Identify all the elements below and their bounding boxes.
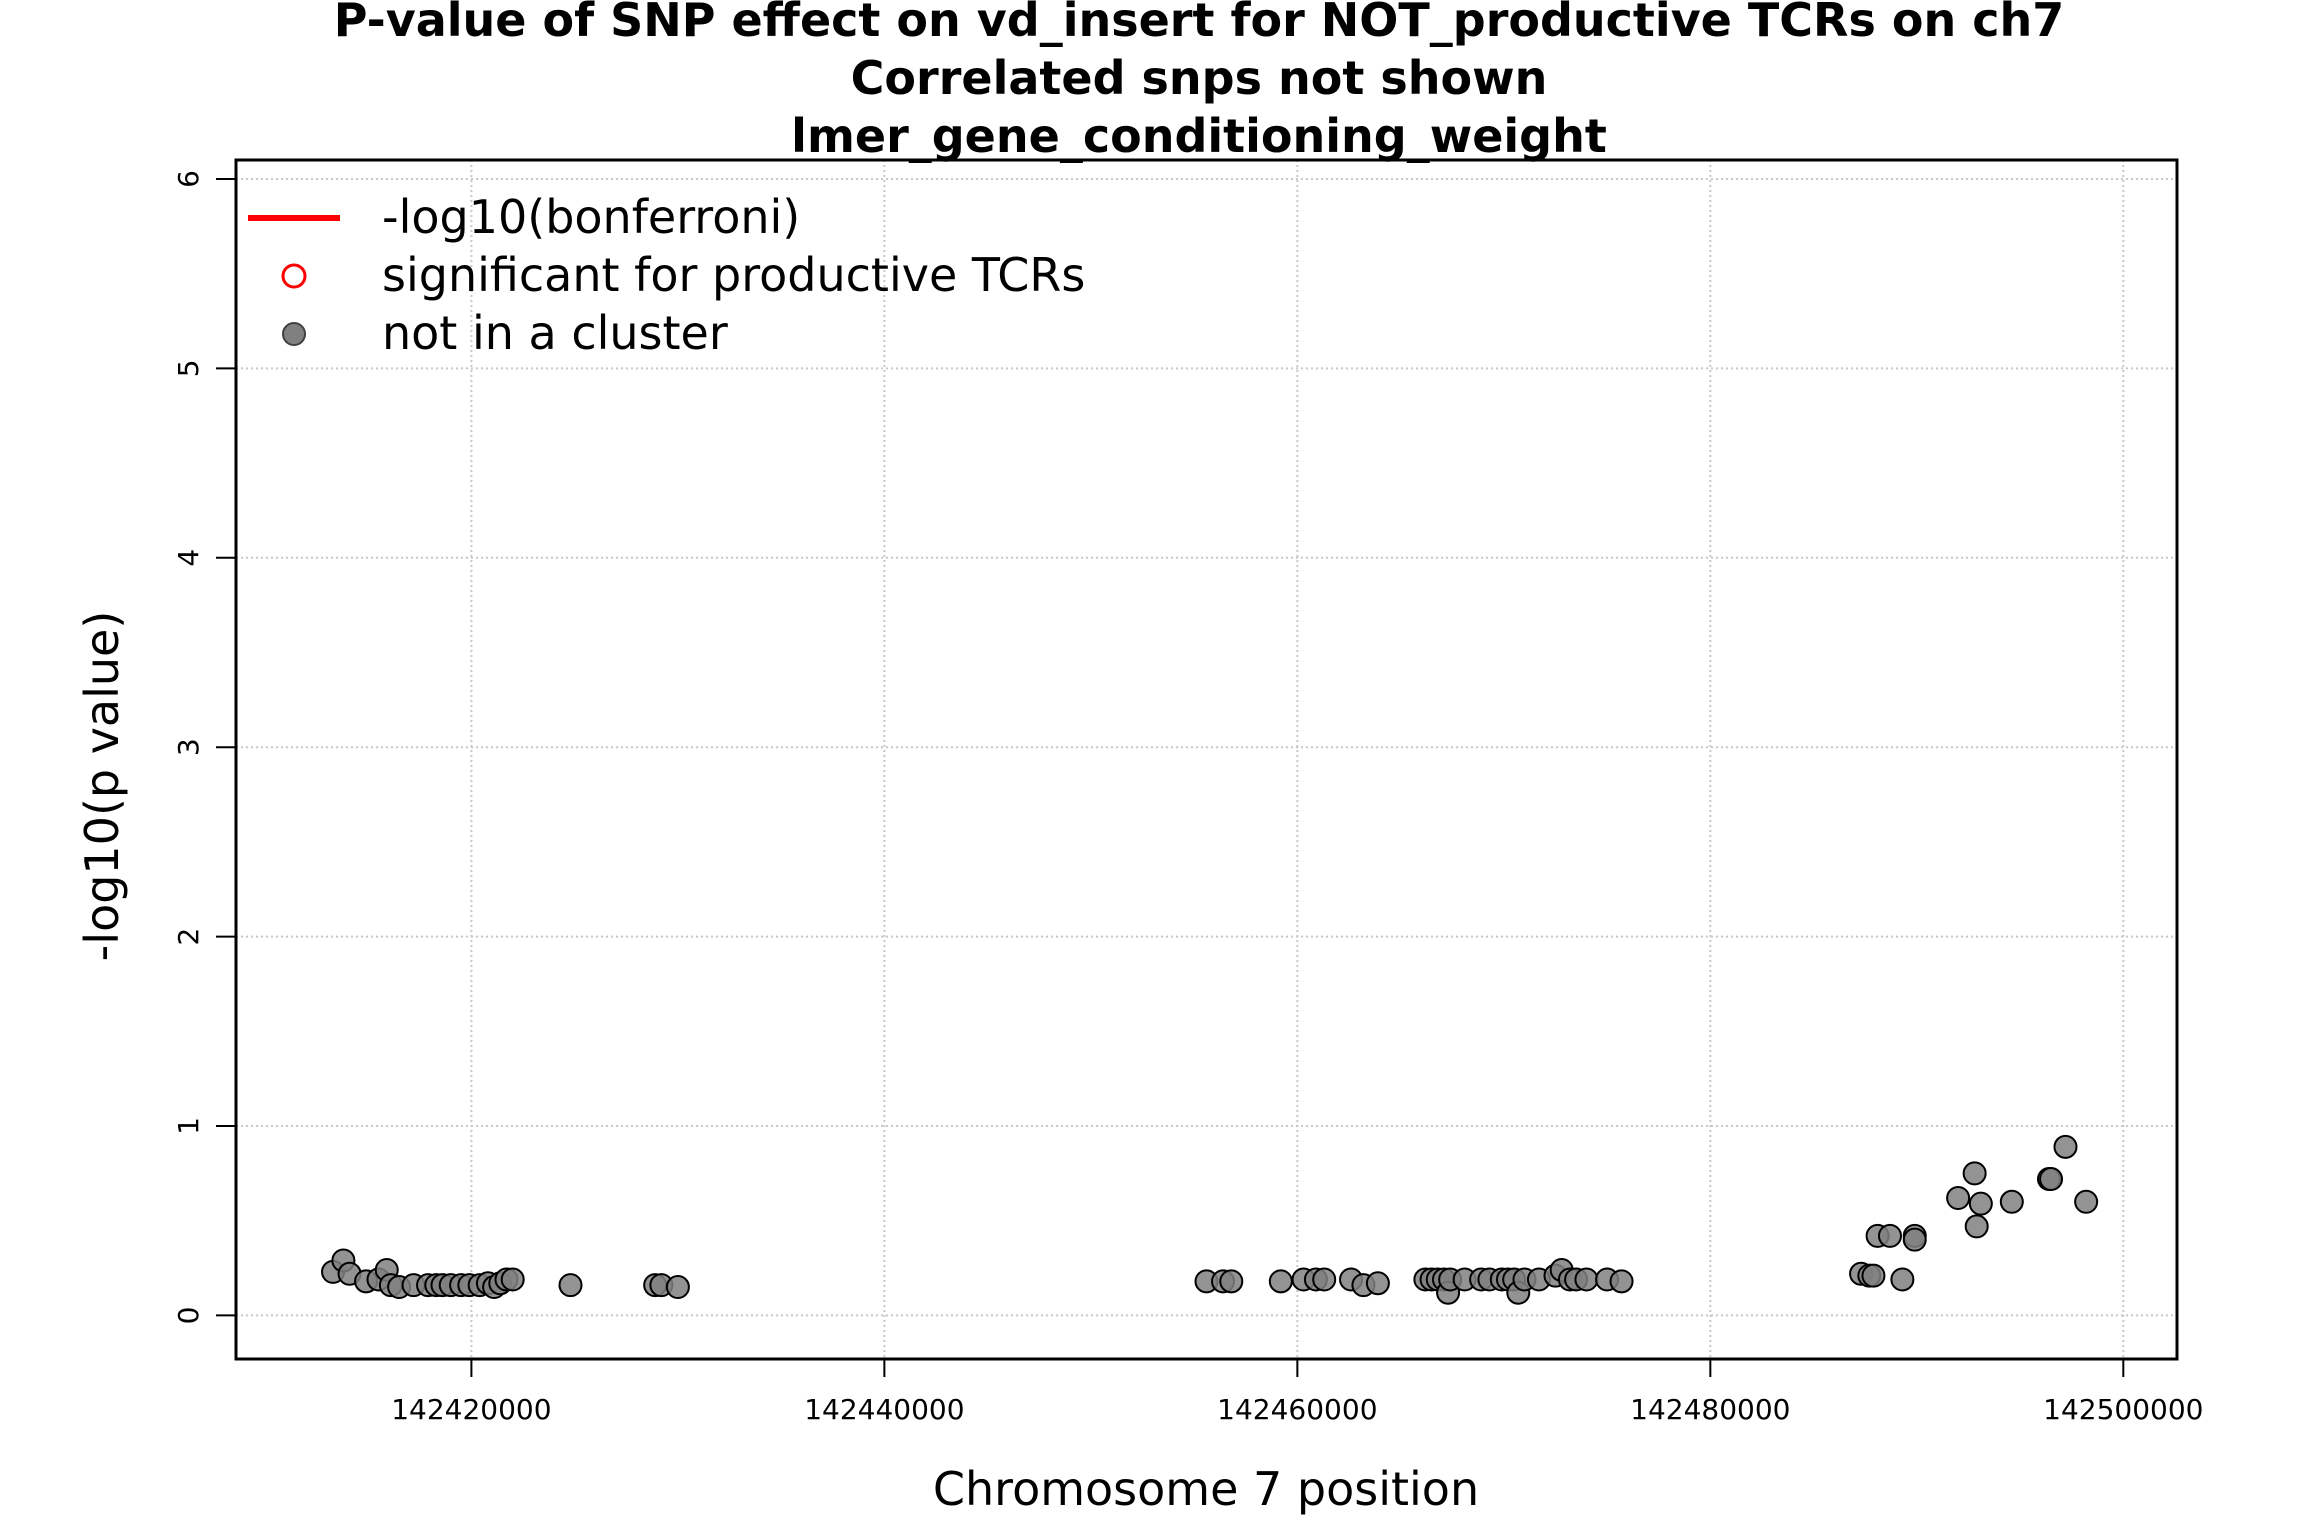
data-point bbox=[1312, 1267, 1337, 1292]
legend: -log10(bonferroni) significant for produ… bbox=[248, 190, 1085, 360]
x-axis: 142420000 142440000 142460000 142480000 1425… bbox=[391, 1359, 2203, 1426]
y-tick-label: 2 bbox=[172, 928, 205, 946]
legend-filled-circle-marker bbox=[282, 322, 306, 346]
data-points bbox=[321, 1134, 2099, 1305]
data-point bbox=[1968, 1191, 1993, 1216]
grid bbox=[236, 160, 2177, 1359]
data-point bbox=[2074, 1189, 2099, 1214]
x-tick-label: 142480000 bbox=[1630, 1393, 1790, 1426]
x-axis-label: Chromosome 7 position bbox=[933, 1462, 1479, 1516]
data-point bbox=[558, 1273, 583, 1298]
x-tick-label: 142500000 bbox=[2043, 1393, 2203, 1426]
data-point bbox=[1365, 1271, 1390, 1296]
x-tick-label: 142420000 bbox=[391, 1393, 551, 1426]
y-tick-label: 5 bbox=[172, 359, 205, 377]
chart-title-line-3: lmer_gene_conditioning_weight bbox=[791, 109, 1607, 163]
legend-open-circle-marker bbox=[281, 263, 307, 289]
data-point bbox=[1268, 1269, 1293, 1294]
chart-title-line-1: P-value of SNP effect on vd_insert for N… bbox=[334, 0, 2064, 47]
y-tick-label: 6 bbox=[172, 170, 205, 188]
data-point bbox=[1962, 1161, 1987, 1186]
y-tick-label: 0 bbox=[172, 1307, 205, 1325]
data-point bbox=[1902, 1227, 1927, 1252]
data-point bbox=[1946, 1185, 1971, 1210]
data-point bbox=[2053, 1134, 2078, 1159]
chart-title-line-2: Correlated snps not shown bbox=[851, 51, 1548, 105]
data-point bbox=[1890, 1267, 1915, 1292]
legend-label-bonferroni: -log10(bonferroni) bbox=[382, 190, 800, 244]
x-tick-label: 142460000 bbox=[1217, 1393, 1377, 1426]
legend-label-significant: significant for productive TCRs bbox=[382, 248, 1085, 302]
y-tick-label: 4 bbox=[172, 549, 205, 567]
data-point bbox=[1999, 1189, 2024, 1214]
data-point bbox=[1219, 1269, 1244, 1294]
y-axis: 0 1 2 3 4 5 6 bbox=[172, 170, 236, 1324]
plot-frame bbox=[234, 158, 2179, 1361]
data-point bbox=[665, 1275, 690, 1300]
data-point bbox=[1861, 1263, 1886, 1288]
data-point bbox=[1877, 1223, 1902, 1248]
x-tick-label: 142440000 bbox=[804, 1393, 964, 1426]
data-point bbox=[1609, 1269, 1634, 1294]
y-tick-label: 3 bbox=[172, 738, 205, 756]
data-point bbox=[1964, 1214, 1989, 1239]
data-point bbox=[2039, 1167, 2064, 1192]
y-tick-label: 1 bbox=[172, 1117, 205, 1135]
data-point bbox=[1574, 1267, 1599, 1292]
data-point bbox=[500, 1267, 525, 1292]
y-axis-label: -log10(p value) bbox=[75, 611, 129, 962]
legend-label-not-in-cluster: not in a cluster bbox=[382, 306, 728, 360]
